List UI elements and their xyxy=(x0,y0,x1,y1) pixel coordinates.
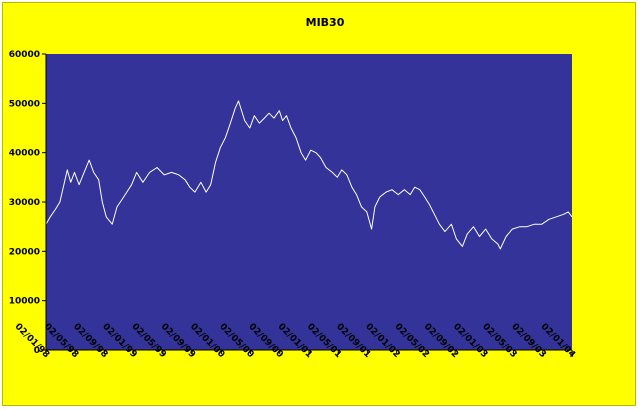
chart-frame: MIB30 0 10000 20000 30000 40000 50000 60000 02… xyxy=(2,2,636,406)
y-tick-label: 40000 xyxy=(9,149,40,159)
y-tick-label: 30000 xyxy=(9,198,40,208)
plot-area xyxy=(46,54,572,350)
y-tick-label: 0 xyxy=(34,346,40,356)
series-line xyxy=(45,100,573,250)
y-tick-label: 20000 xyxy=(9,247,40,257)
chart-title: MIB30 xyxy=(306,16,345,29)
y-tick-label: 60000 xyxy=(9,50,40,60)
y-tick-label: 50000 xyxy=(9,99,40,109)
y-tick-label: 10000 xyxy=(9,297,40,307)
